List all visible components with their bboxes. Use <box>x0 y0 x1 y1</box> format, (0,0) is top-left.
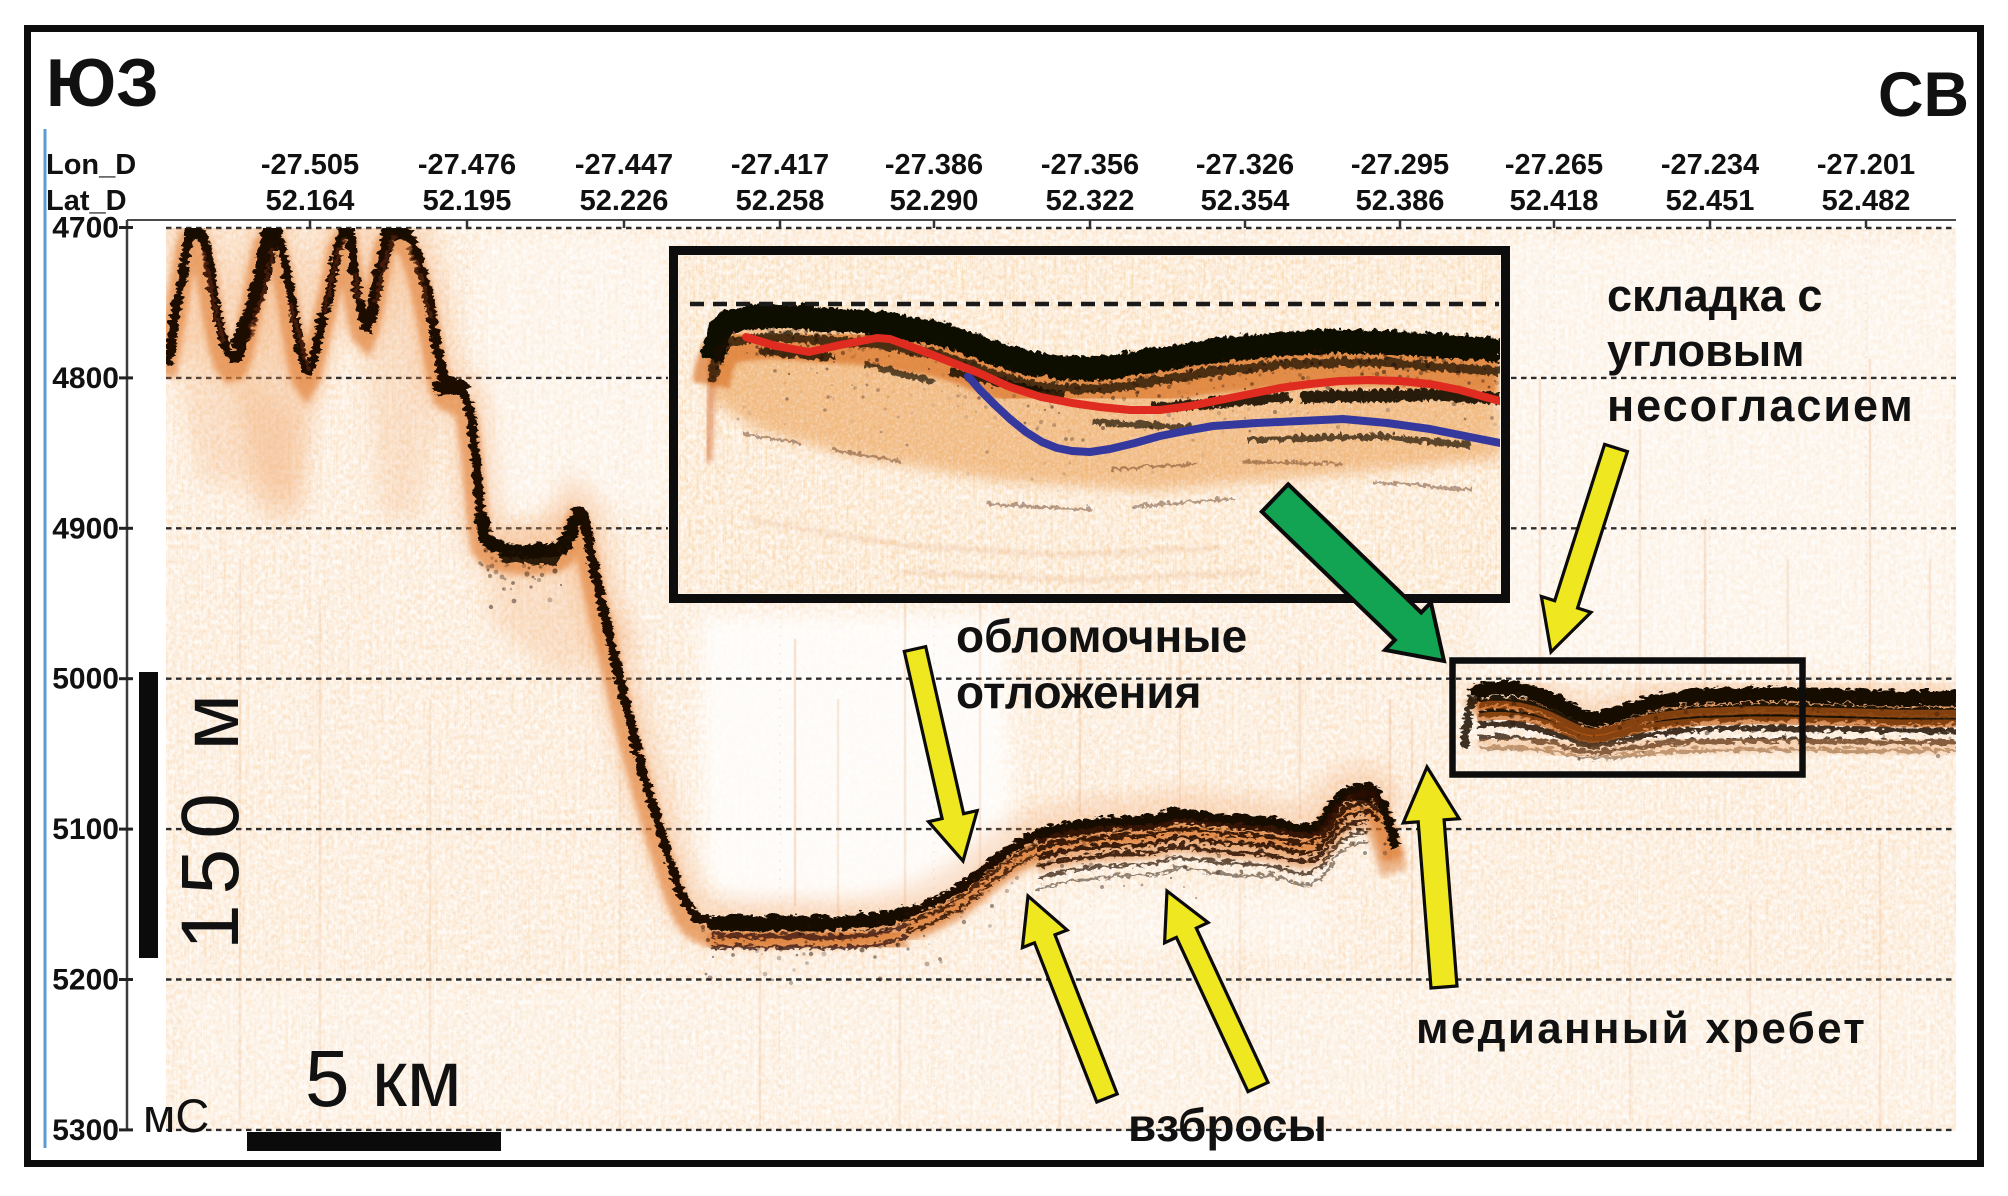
svg-text:-27.476: -27.476 <box>418 149 516 181</box>
svg-text:Lat_D: Lat_D <box>46 185 127 217</box>
svg-text:5300: 5300 <box>52 1114 119 1147</box>
svg-text:угловым: угловым <box>1607 325 1805 376</box>
svg-text:52.386: 52.386 <box>1356 185 1445 217</box>
svg-text:52.354: 52.354 <box>1201 185 1290 217</box>
svg-text:складка с: складка с <box>1607 270 1822 321</box>
svg-text:отложения: отложения <box>956 666 1201 718</box>
svg-text:52.290: 52.290 <box>890 185 979 217</box>
svg-text:52.258: 52.258 <box>736 185 825 217</box>
svg-text:мС: мС <box>143 1089 209 1142</box>
svg-text:-27.265: -27.265 <box>1505 149 1603 181</box>
svg-text:5200: 5200 <box>52 964 119 997</box>
svg-text:-27.386: -27.386 <box>885 149 983 181</box>
svg-text:обломочные: обломочные <box>956 610 1247 662</box>
svg-text:52.195: 52.195 <box>423 185 512 217</box>
svg-text:-27.326: -27.326 <box>1196 149 1294 181</box>
svg-text:52.482: 52.482 <box>1822 185 1911 217</box>
svg-text:52.322: 52.322 <box>1046 185 1135 217</box>
svg-text:4900: 4900 <box>52 512 119 545</box>
svg-text:-27.201: -27.201 <box>1817 149 1915 181</box>
svg-text:-27.505: -27.505 <box>261 149 359 181</box>
svg-text:несогласием: несогласием <box>1607 380 1915 431</box>
svg-text:5 км: 5 км <box>305 1034 462 1123</box>
svg-text:52.451: 52.451 <box>1666 185 1755 217</box>
svg-text:4700: 4700 <box>52 212 119 245</box>
svg-text:5000: 5000 <box>52 663 119 696</box>
svg-text:-27.417: -27.417 <box>731 149 829 181</box>
svg-text:52.226: 52.226 <box>580 185 669 217</box>
svg-text:-27.295: -27.295 <box>1351 149 1449 181</box>
svg-text:-27.234: -27.234 <box>1661 149 1759 181</box>
svg-text:150 м: 150 м <box>165 684 256 950</box>
svg-text:4800: 4800 <box>52 362 119 395</box>
svg-text:взбросы: взбросы <box>1128 1099 1327 1151</box>
svg-text:5100: 5100 <box>52 813 119 846</box>
svg-text:медианный хребет: медианный хребет <box>1416 1004 1867 1053</box>
svg-text:52.164: 52.164 <box>266 185 355 217</box>
svg-text:ЮЗ: ЮЗ <box>46 45 159 121</box>
svg-text:-27.447: -27.447 <box>575 149 673 181</box>
svg-text:-27.356: -27.356 <box>1041 149 1139 181</box>
svg-text:52.418: 52.418 <box>1510 185 1599 217</box>
svg-text:Lon_D: Lon_D <box>46 149 136 181</box>
svg-text:СВ: СВ <box>1878 60 1969 130</box>
